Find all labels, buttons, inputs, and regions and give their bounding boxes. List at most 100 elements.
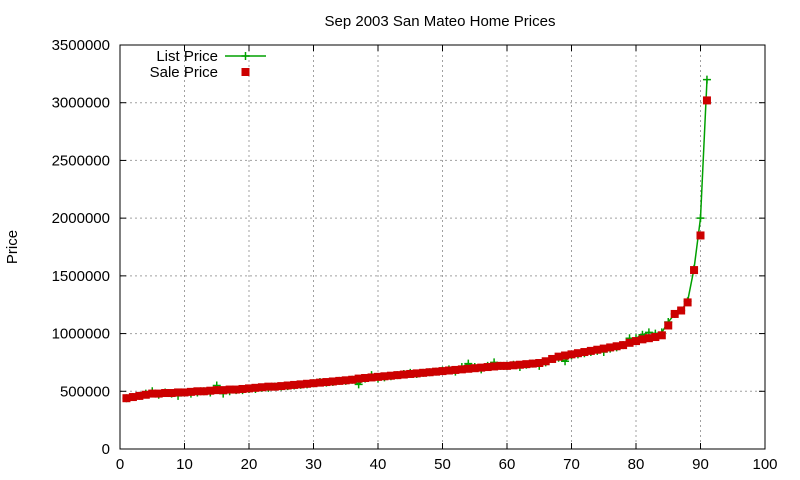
tick-layer: 0 10 20 30 40 50 60 70 80 90 100 0 500000 1000000 1500…	[52, 37, 778, 473]
sale-price-point	[464, 364, 473, 373]
sale-price-point	[315, 378, 324, 387]
sale-price-point	[638, 335, 647, 344]
sale-price-point	[548, 354, 557, 363]
sale-price-point	[561, 351, 570, 360]
sale-price-point	[206, 386, 215, 395]
sale-price-point	[515, 360, 524, 369]
sale-price-point	[277, 382, 286, 391]
y-tick-label: 500000	[60, 383, 110, 400]
x-tick-label: 80	[628, 456, 645, 473]
sale-price-point	[354, 374, 363, 383]
y-tick-label: 2000000	[52, 210, 110, 227]
sale-price-point	[657, 331, 666, 340]
sale-price-point	[167, 389, 176, 398]
sale-price-point	[554, 352, 563, 361]
y-tick-label: 2500000	[52, 152, 110, 169]
sale-price-point	[573, 349, 582, 358]
sale-price-point	[399, 370, 408, 379]
sale-price-point	[251, 383, 260, 392]
sale-price-point	[180, 388, 189, 397]
list-price-point	[696, 214, 705, 223]
series-layer	[122, 75, 711, 403]
legend-label: Sale Price	[150, 64, 218, 81]
sale-price-point	[174, 388, 183, 397]
chart-title: Sep 2003 San Mateo Home Prices	[325, 13, 556, 30]
sale-price-point	[361, 374, 370, 383]
sale-price-point	[612, 342, 621, 351]
x-tick-label: 50	[434, 456, 451, 473]
sale-price-point	[528, 359, 537, 368]
sale-price-point	[419, 368, 428, 377]
x-tick-label: 90	[692, 456, 709, 473]
sale-price-point	[212, 386, 221, 395]
sale-price-point	[290, 380, 299, 389]
sale-price-point	[438, 367, 447, 376]
sale-price-point	[593, 345, 602, 354]
plot-frame	[119, 44, 766, 450]
y-axis-label: Price	[4, 230, 21, 264]
sale-price-point	[380, 372, 389, 381]
sale-price-point	[457, 365, 466, 374]
y-tick-label: 1000000	[52, 326, 110, 343]
sale-price-point	[632, 337, 640, 346]
sale-price-point	[225, 385, 234, 394]
sale-price-point	[535, 359, 544, 368]
sale-price-point	[193, 387, 202, 396]
sale-price-point	[412, 369, 421, 378]
x-tick-label: 0	[116, 456, 124, 473]
sale-price-point	[148, 389, 157, 398]
list-price-point	[702, 75, 711, 84]
sale-price-point	[677, 306, 686, 315]
sale-price-point	[580, 348, 589, 357]
series-sale-price	[122, 96, 711, 403]
y-tick-label: 1500000	[52, 268, 110, 285]
sale-price-point	[128, 393, 137, 402]
sale-price-point	[328, 377, 337, 386]
sale-price-point	[606, 343, 615, 352]
sale-price-point	[283, 381, 292, 390]
sale-price-point	[664, 321, 673, 330]
sale-price-point	[386, 371, 395, 380]
sale-price-point	[367, 373, 376, 382]
x-tick-label: 60	[499, 456, 516, 473]
sale-price-point	[496, 361, 505, 370]
sale-price-point	[490, 362, 499, 371]
sale-price-point	[199, 387, 208, 396]
sale-price-point	[522, 360, 531, 369]
sale-price-point	[702, 96, 711, 105]
sale-price-point	[296, 380, 305, 389]
x-tick-label: 30	[305, 456, 322, 473]
sale-price-point	[135, 391, 144, 400]
sale-price-point	[509, 361, 518, 370]
sale-price-point	[483, 363, 492, 372]
sale-price-point	[406, 369, 415, 378]
sale-price-point	[683, 298, 692, 307]
sale-price-point	[432, 367, 441, 376]
sale-price-point	[670, 309, 679, 318]
sale-price-point	[696, 231, 705, 240]
sale-price-point	[477, 363, 486, 372]
sale-price-point	[541, 357, 550, 366]
sale-price-point	[425, 368, 434, 377]
sale-price-point	[374, 372, 382, 381]
sale-price-point	[257, 383, 266, 392]
legend-plus-marker	[241, 52, 250, 60]
list-price-line	[126, 79, 708, 399]
x-tick-label: 100	[752, 456, 777, 473]
y-tick-label: 3500000	[52, 37, 110, 54]
sale-price-point	[690, 266, 699, 275]
sale-price-point	[122, 394, 131, 403]
sale-price-point	[335, 376, 344, 385]
sale-price-point	[303, 379, 312, 388]
sale-price-point	[245, 384, 253, 393]
sale-price-point	[599, 344, 608, 353]
legend-label: List Price	[156, 48, 218, 65]
sale-price-point	[154, 389, 163, 398]
sale-price-point	[232, 385, 241, 394]
sale-price-point	[219, 386, 228, 395]
sale-price-point	[444, 366, 453, 375]
x-tick-label: 70	[563, 456, 580, 473]
sale-price-point	[644, 334, 653, 343]
